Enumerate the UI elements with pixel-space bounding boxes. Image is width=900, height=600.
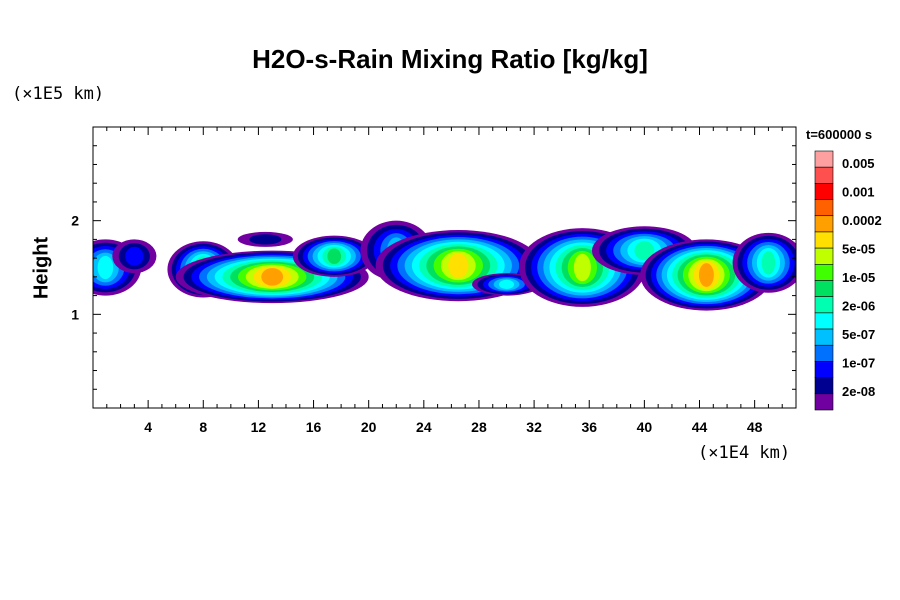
colorbar-swatch (814, 166, 834, 184)
cloud-c-core (640, 239, 773, 311)
cloud-a-top-fringe (237, 231, 293, 247)
colorbar-label: 2e-08 (842, 384, 875, 399)
colorbar-label: 0.0002 (842, 213, 882, 228)
colorbar-swatch (814, 183, 834, 200)
colorbar-label: 0.001 (842, 185, 875, 200)
cloud-b-tail (472, 273, 541, 296)
x-tick-label: 20 (361, 419, 377, 435)
x-scale-note: (×1E4 km) (698, 443, 791, 463)
time-label: t=600000 s (806, 127, 873, 142)
x-tick-label: 28 (471, 419, 487, 435)
colorbar-swatch (814, 215, 834, 233)
colorbar-label: 0.005 (842, 156, 875, 171)
colorbar-label: 5e-05 (842, 242, 875, 257)
colorbar-swatch (814, 231, 834, 249)
colorbar-swatch (814, 264, 834, 281)
cloud-a-east (292, 235, 376, 277)
x-tick-label: 4 (144, 419, 152, 435)
colorbar-swatch (814, 344, 834, 362)
y-scale-note: (×1E5 km) (12, 84, 105, 104)
x-tick-label: 12 (251, 419, 267, 435)
colorbar-swatch (814, 312, 834, 330)
colorbar-swatch (814, 328, 834, 346)
cloud-field (93, 220, 796, 311)
colorbar-label: 5e-07 (842, 327, 875, 342)
chart-title: H2O-s-Rain Mixing Ratio [kg/kg] (252, 44, 648, 74)
colorbar-swatch (814, 280, 834, 297)
x-tick-label: 8 (199, 419, 207, 435)
colorbar-swatch (814, 247, 834, 265)
cloud-left-edge-lobe (112, 239, 157, 274)
x-tick-label: 44 (692, 419, 708, 435)
colorbar-swatch (814, 393, 834, 411)
colorbar-swatch (814, 296, 834, 314)
colorbar-swatch (814, 199, 834, 217)
x-tick-label: 24 (416, 419, 432, 435)
plot-frame (92, 126, 797, 409)
cloud-c-mid (591, 226, 697, 275)
colorbar-swatch (814, 377, 834, 395)
colorbar-label: 1e-05 (842, 270, 875, 285)
colorbar-label: 2e-06 (842, 299, 875, 314)
x-tick-label: 16 (306, 419, 322, 435)
y-tick-label: 2 (71, 213, 79, 229)
x-tick-label: 32 (526, 419, 542, 435)
cloud-c-east (732, 232, 796, 293)
colorbar-swatch (814, 150, 834, 168)
x-tick-label: 36 (581, 419, 597, 435)
x-tick-label: 48 (747, 419, 763, 435)
colorbar-swatch (814, 361, 834, 378)
y-tick-label: 1 (71, 306, 79, 322)
x-tick-label: 40 (637, 419, 653, 435)
colorbar-label: 1e-07 (842, 356, 875, 371)
